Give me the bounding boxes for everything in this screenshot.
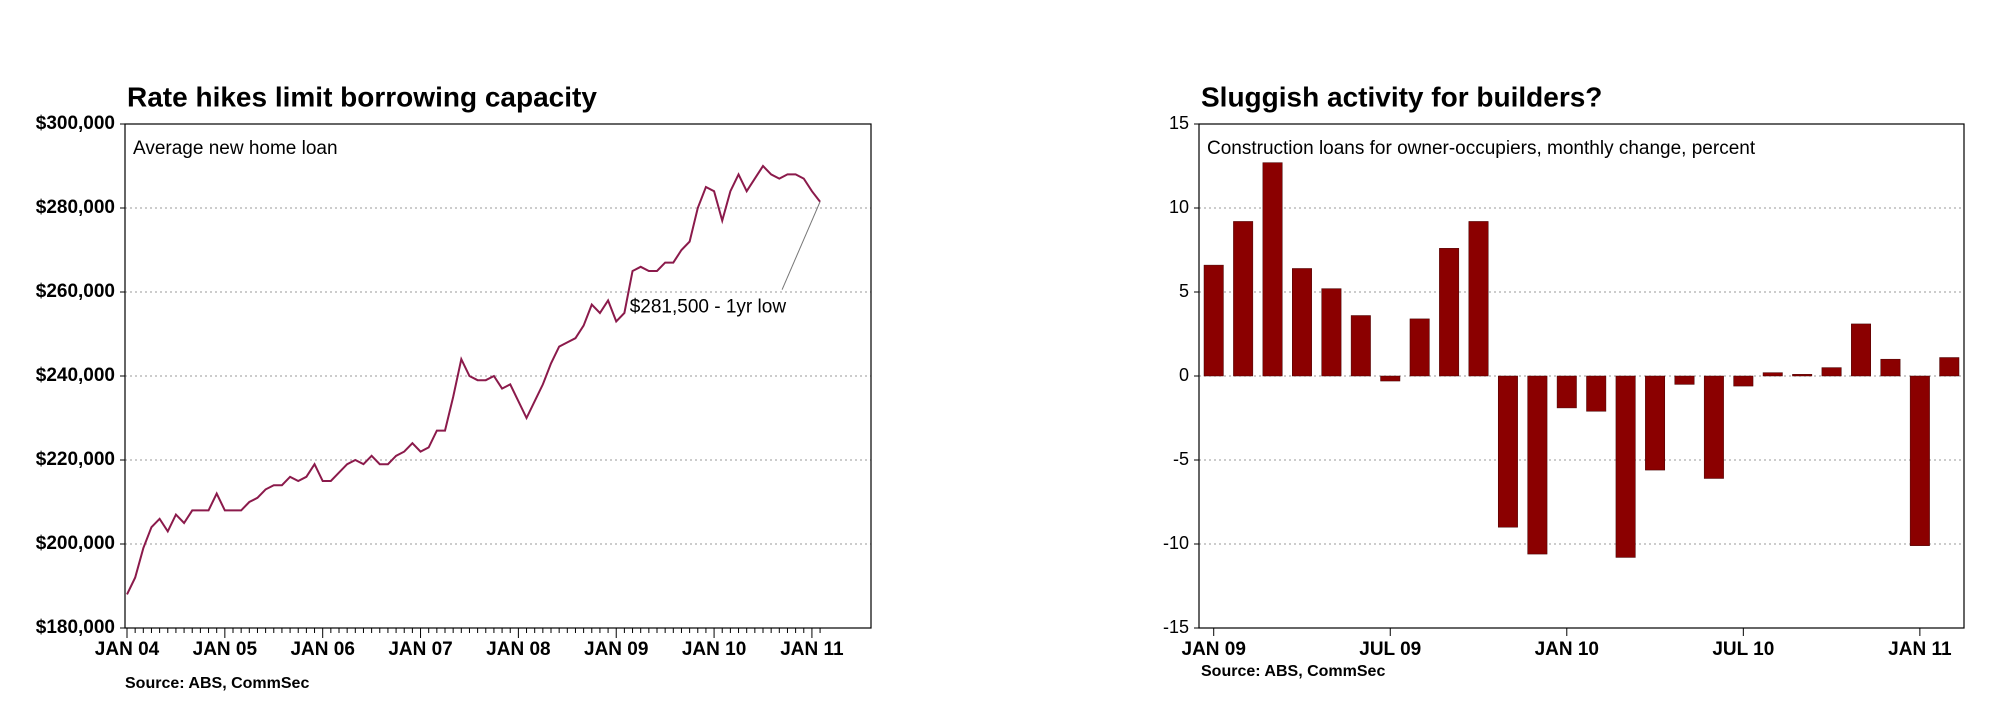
- source: Source: ABS, CommSec: [125, 675, 309, 692]
- bar: [1851, 323, 1871, 377]
- x-tick-label: JAN 08: [486, 639, 550, 660]
- bar: [1909, 375, 1930, 546]
- bar: [1203, 264, 1224, 377]
- y-tick-label: $200,000: [36, 533, 115, 554]
- y-tick-label: $180,000: [36, 617, 115, 638]
- bar: [1586, 375, 1607, 412]
- y-tick-label: $300,000: [36, 113, 115, 134]
- chart-title: Rate hikes limit borrowing capacity: [127, 81, 597, 112]
- x-tick-label: JAN 09: [584, 639, 648, 660]
- bar: [1792, 374, 1813, 377]
- x-tick-label: JUL 10: [1712, 639, 1774, 660]
- bar: [1762, 372, 1783, 377]
- bar: [1674, 375, 1695, 385]
- annotation-leader: [781, 201, 821, 290]
- bar: [1821, 367, 1842, 377]
- bar: [1527, 375, 1548, 555]
- y-tick-label: 5: [1179, 281, 1189, 301]
- y-tick-label: 10: [1169, 197, 1189, 217]
- x-tick-label: JAN 11: [780, 639, 844, 660]
- x-tick-label: JAN 10: [682, 639, 746, 660]
- y-tick-label: $240,000: [36, 365, 115, 386]
- annotation: $281,500 - 1yr low: [630, 297, 787, 318]
- y-tick-label: $260,000: [36, 281, 115, 302]
- y-tick-label: $220,000: [36, 449, 115, 470]
- x-tick-label: JAN 10: [1535, 639, 1599, 660]
- plot-frame: [1198, 123, 1965, 629]
- y-tick-label: $280,000: [36, 197, 115, 218]
- y-tick-label: -15: [1163, 617, 1189, 637]
- bar: [1380, 375, 1401, 382]
- bar: [1262, 162, 1283, 377]
- x-tick-label: JAN 04: [95, 639, 160, 660]
- x-tick-label: JAN 11: [1888, 639, 1952, 660]
- y-tick-label: 15: [1169, 113, 1189, 133]
- bar: [1321, 288, 1342, 377]
- x-tick-label: JUL 09: [1359, 639, 1421, 660]
- x-tick-label: JAN 06: [290, 639, 354, 660]
- x-tick-label: JAN 05: [193, 639, 258, 660]
- bar: [1880, 358, 1901, 377]
- bar: [1409, 318, 1430, 377]
- bar: [1645, 375, 1666, 471]
- subtitle: Average new home loan: [133, 138, 338, 159]
- line-series: [126, 164, 821, 595]
- y-tick-label: 0: [1179, 365, 1189, 385]
- bar: [1615, 375, 1636, 558]
- bar: [1468, 221, 1489, 377]
- x-tick-label: JAN 09: [1182, 639, 1246, 660]
- source: Source: ABS, CommSec: [1201, 663, 1385, 680]
- bar: [1733, 375, 1754, 387]
- x-tick-label: JAN 07: [388, 639, 452, 660]
- subtitle: Construction loans for owner-occupiers, …: [1207, 138, 1756, 159]
- y-tick-label: -5: [1173, 449, 1189, 469]
- y-tick-label: -10: [1163, 533, 1189, 553]
- chart-title: Sluggish activity for builders?: [1201, 81, 1602, 112]
- plot-frame: [124, 123, 872, 629]
- bar: [1939, 357, 1960, 377]
- bar: [1439, 248, 1460, 377]
- bar: [1703, 375, 1724, 479]
- bar: [1292, 268, 1312, 377]
- bar: [1233, 221, 1254, 377]
- bar: [1556, 375, 1577, 409]
- bar: [1497, 375, 1518, 528]
- bar: [1350, 315, 1371, 377]
